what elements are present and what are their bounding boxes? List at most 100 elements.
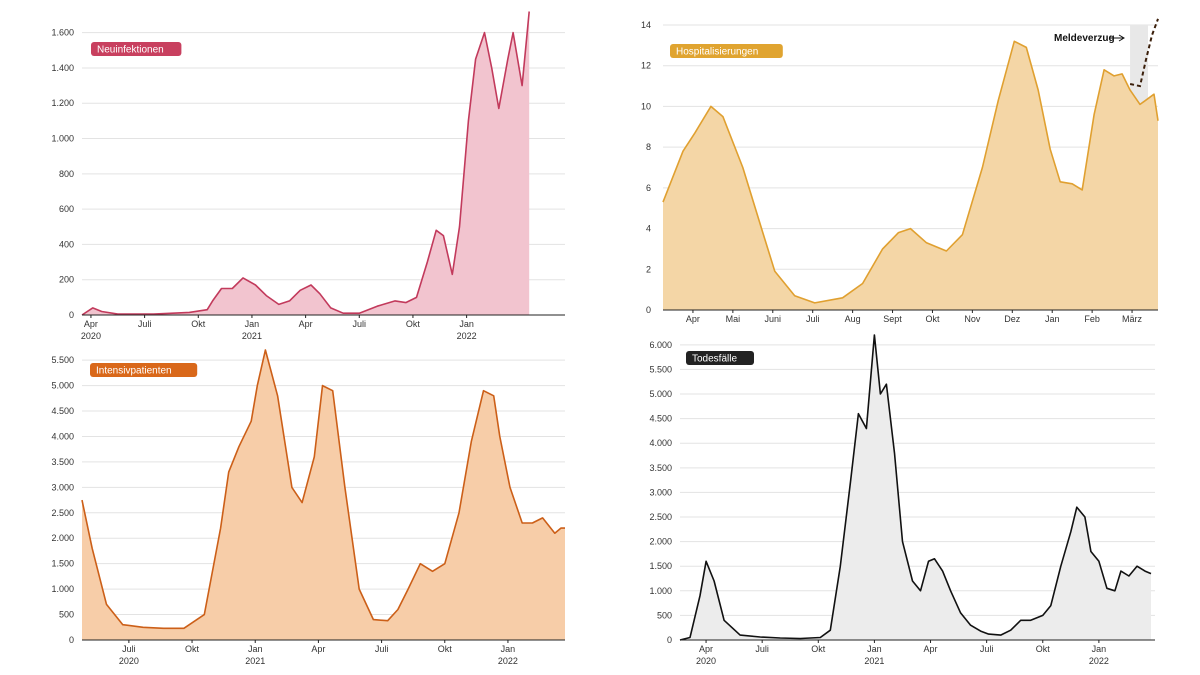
hospitalisierungen-annotation-arrowhead	[1118, 34, 1125, 42]
intensivpatienten-y-tick-label: 1.000	[51, 584, 74, 594]
hospitalisierungen-y-tick-label: 6	[646, 183, 651, 193]
intensivpatienten-y-tick-label: 4.500	[51, 406, 74, 416]
hospitalisierungen-x-tick-label: Aug	[845, 314, 861, 324]
todesfaelle-title-badge	[686, 351, 754, 365]
neuinfektionen-x-year-label: 2020	[81, 331, 101, 341]
neuinfektionen-x-tick-label: Okt	[191, 319, 206, 329]
neuinfektionen-x-year-label: 2022	[457, 331, 477, 341]
todesfaelle-y-tick-label: 1.500	[649, 561, 672, 571]
hospitalisierungen-x-tick-label: Apr	[686, 314, 700, 324]
hospitalisierungen-x-tick-label: März	[1122, 314, 1142, 324]
neuinfektionen-x-tick-label: Okt	[406, 319, 421, 329]
intensivpatienten-x-tick-label: Okt	[185, 644, 200, 654]
intensivpatienten-x-tick-label: Okt	[438, 644, 453, 654]
hospitalisierungen-x-tick-label: Feb	[1084, 314, 1100, 324]
intensivpatienten-x-tick-label: Jan	[248, 644, 263, 654]
todesfaelle-x-tick-label: Jan	[1092, 644, 1107, 654]
neuinfektionen-x-tick-label: Jan	[459, 319, 474, 329]
todesfaelle-x-year-label: 2021	[864, 656, 884, 666]
intensivpatienten-title-badge	[90, 363, 198, 377]
todesfaelle-chart: 0 500 1.000 1.500 2.000 2.500 3.000 3.500 4.000 4…	[649, 334, 1155, 666]
neuinfektionen-y-tick-label: 1.400	[51, 63, 74, 73]
todesfaelle-y-tick-label: 4.500	[649, 414, 672, 424]
hospitalisierungen-y-tick-label: 8	[646, 142, 651, 152]
neuinfektionen-x-year-label: 2021	[242, 331, 262, 341]
todesfaelle-y-tick-label: 2.500	[649, 512, 672, 522]
intensivpatienten-y-tick-label: 2.000	[51, 533, 74, 543]
todesfaelle-series-line	[679, 334, 1152, 641]
todesfaelle-area	[680, 335, 1151, 640]
hospitalisierungen-title-badge	[670, 44, 783, 58]
neuinfektionen-x-tick-label: Jan	[245, 319, 260, 329]
todesfaelle-y-tick-label: 1.000	[649, 586, 672, 596]
neuinfektionen-x-tick-label: Apr	[299, 319, 313, 329]
todesfaelle-y-tick-label: 5.500	[649, 364, 672, 374]
hospitalisierungen-x-tick-label: Nov	[964, 314, 981, 324]
intensivpatienten-x-tick-label: Apr	[311, 644, 325, 654]
neuinfektionen-chart: 0 200 400 600 800 1.000 1.200 1.400 1.600 Apr 2020…	[51, 11, 565, 341]
neuinfektionen-y-tick-label: 400	[59, 239, 74, 249]
neuinfektionen-y-tick-label: 1.200	[51, 98, 74, 108]
intensivpatienten-y-tick-label: 2.500	[51, 508, 74, 518]
todesfaelle-x-tick-label: Okt	[1036, 644, 1051, 654]
todesfaelle-x-tick-label: Juli	[980, 644, 994, 654]
neuinfektionen-y-tick-label: 0	[69, 310, 74, 320]
todesfaelle-x-year-label: 2020	[696, 656, 716, 666]
hospitalisierungen-x-tick-label: Juli	[806, 314, 820, 324]
todesfaelle-title: Todesfälle	[692, 354, 737, 365]
todesfaelle-y-tick-label: 4.000	[649, 438, 672, 448]
neuinfektionen-y-tick-label: 200	[59, 275, 74, 285]
todesfaelle-x-year-label: 2022	[1089, 656, 1109, 666]
neuinfektionen-series-line	[81, 11, 530, 316]
hospitalisierungen-y-tick-label: 12	[641, 61, 651, 71]
hospitalisierungen-x-tick-label: Dez	[1004, 314, 1021, 324]
hospitalisierungen-x-tick-label: Jan	[1045, 314, 1060, 324]
hospitalisierungen-x-tick-label: Mai	[726, 314, 741, 324]
todesfaelle-x-tick-label: Apr	[699, 644, 713, 654]
intensivpatienten-title: Intensivpatienten	[96, 366, 172, 377]
hospitalisierungen-y-tick-label: 0	[646, 305, 651, 315]
intensivpatienten-y-tick-label: 500	[59, 610, 74, 620]
intensivpatienten-area	[82, 350, 565, 640]
todesfaelle-x-tick-label: Juli	[755, 644, 769, 654]
neuinfektionen-area	[82, 11, 530, 315]
todesfaelle-x-tick-label: Jan	[867, 644, 882, 654]
intensivpatienten-y-tick-label: 0	[69, 635, 74, 645]
hospitalisierungen-x-tick-label: Okt	[925, 314, 940, 324]
hospitalisierungen-chart: 0 2 4 6 8 10 12 14 Apr Mai Juni Juli Aug Sept Okt Nov De…	[641, 18, 1159, 324]
neuinfektionen-y-tick-label: 600	[59, 204, 74, 214]
neuinfektionen-x-tick-label: Apr	[84, 319, 98, 329]
hospitalisierungen-y-tick-label: 14	[641, 20, 651, 30]
hospitalisierungen-y-tick-label: 2	[646, 264, 651, 274]
hospitalisierungen-title: Hospitalisierungen	[676, 47, 758, 58]
neuinfektionen-y-tick-label: 1.000	[51, 134, 74, 144]
todesfaelle-y-tick-label: 0	[667, 635, 672, 645]
intensivpatienten-y-tick-label: 3.500	[51, 457, 74, 467]
intensivpatienten-y-tick-label: 5.500	[51, 355, 74, 365]
hospitalisierungen-x-tick-label: Juni	[765, 314, 782, 324]
todesfaelle-y-tick-label: 2.000	[649, 537, 672, 547]
intensivpatienten-x-year-label: 2021	[245, 656, 265, 666]
todesfaelle-x-tick-label: Okt	[811, 644, 826, 654]
hospitalisierungen-series-line	[662, 40, 1159, 304]
neuinfektionen-x-tick-label: Juli	[138, 319, 152, 329]
intensivpatienten-x-tick-label: Juli	[375, 644, 389, 654]
todesfaelle-x-tick-label: Apr	[924, 644, 938, 654]
intensivpatienten-chart: 0 500 1.000 1.500 2.000 2.500 3.000 3.500 4.000 4…	[51, 349, 565, 666]
hospitalisierungen-y-tick-label: 4	[646, 224, 651, 234]
intensivpatienten-x-year-label: 2020	[119, 656, 139, 666]
intensivpatienten-y-tick-label: 3.000	[51, 482, 74, 492]
intensivpatienten-series-line	[81, 349, 565, 630]
hospitalisierungen-annotation: Meldeverzug	[1054, 33, 1115, 44]
neuinfektionen-y-tick-label: 800	[59, 169, 74, 179]
intensivpatienten-x-tick-label: Jan	[501, 644, 516, 654]
intensivpatienten-y-tick-label: 1.500	[51, 559, 74, 569]
neuinfektionen-x-tick-label: Juli	[353, 319, 367, 329]
intensivpatienten-y-tick-label: 5.000	[51, 381, 74, 391]
hospitalisierungen-area	[663, 41, 1158, 311]
todesfaelle-y-tick-label: 3.500	[649, 463, 672, 473]
intensivpatienten-x-tick-label: Juli	[122, 644, 136, 654]
hospitalisierungen-delay-line	[1129, 18, 1159, 88]
todesfaelle-y-tick-label: 3.000	[649, 487, 672, 497]
